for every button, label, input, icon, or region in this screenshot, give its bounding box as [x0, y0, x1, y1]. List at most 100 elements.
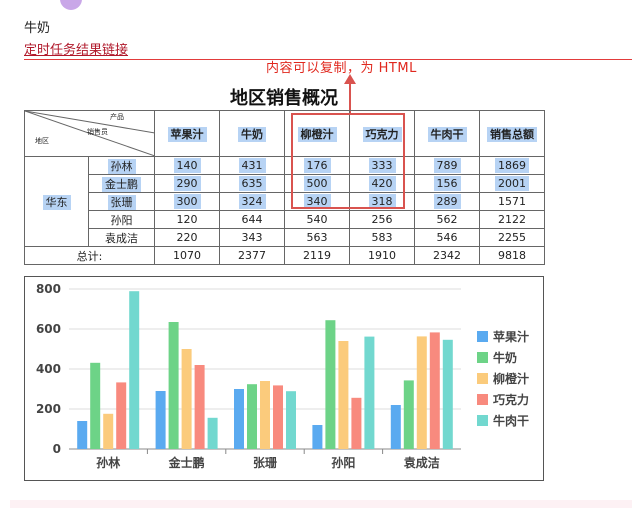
value-cell: 431: [219, 156, 285, 175]
total-cell: 9818: [479, 246, 545, 265]
x-tick-label: 孙阳: [331, 455, 355, 470]
salesperson-cell: 孙阳: [88, 210, 155, 229]
value-cell: 318: [349, 192, 415, 211]
bar: [390, 405, 401, 449]
value-cell: 156: [414, 174, 480, 193]
table-row: 华东 孙林 140 431 176 333 789 1869: [24, 156, 545, 247]
value-cell: 2122: [479, 210, 545, 229]
value-cell: 333: [349, 156, 415, 175]
value-cell: 2255: [479, 228, 545, 247]
bar: [181, 349, 192, 449]
table-row: 孙阳 120 644 540 256 562 2122: [25, 210, 545, 229]
value-cell: 140: [154, 156, 220, 175]
total-cell: 2377: [219, 246, 285, 265]
corner-area-label: 地区: [35, 137, 49, 145]
column-header: 牛肉干: [414, 110, 480, 157]
value-cell: 420: [349, 174, 415, 193]
divider: [24, 59, 632, 60]
value-cell: 343: [219, 228, 285, 247]
value-cell: 256: [349, 210, 415, 229]
column-header: 柳橙汁: [284, 110, 350, 157]
total-row: 总计: 1070 2377 2119 1910 2342 9818: [24, 246, 545, 265]
legend-label: 牛奶: [493, 350, 517, 365]
value-cell: 635: [219, 174, 285, 193]
total-cell: 2119: [284, 246, 350, 265]
table-header-row: 产品 销售员 地区 苹果汁 牛奶 柳橙汁 巧克力 牛肉干 销售总额: [24, 110, 545, 157]
value-cell: 562: [414, 210, 480, 229]
legend-swatch: [477, 331, 488, 342]
bar: [168, 322, 179, 449]
annotation-text: 内容可以复制，为 HTML: [266, 61, 417, 76]
x-tick-label: 金士鹏: [168, 455, 205, 470]
y-tick-label: 400: [36, 362, 61, 376]
page-title: 牛奶: [24, 21, 51, 36]
bar: [403, 380, 414, 449]
bar: [273, 385, 283, 449]
value-cell: 289: [414, 192, 480, 211]
bar: [207, 417, 218, 449]
value-cell: 290: [154, 174, 220, 193]
salesperson-cell: 张珊: [88, 192, 155, 211]
x-tick-label: 孙林: [96, 455, 120, 470]
salesperson-cell: 金士鹏: [88, 174, 155, 193]
bar: [338, 341, 349, 449]
value-cell: 789: [414, 156, 480, 175]
bar: [129, 291, 140, 449]
value-cell: 324: [219, 192, 285, 211]
legend-label: 巧克力: [493, 392, 529, 407]
sales-table: 产品 销售员 地区 苹果汁 牛奶 柳橙汁 巧克力 牛肉干 销售总额 华东 孙林 …: [24, 110, 545, 265]
bar: [247, 384, 257, 449]
corner-salesperson-label: 销售员: [87, 128, 108, 136]
value-cell: 583: [349, 228, 415, 247]
value-cell: 540: [284, 210, 350, 229]
bar: [351, 397, 362, 449]
x-tick-label: 袁成洁: [403, 455, 440, 470]
bar: [260, 381, 270, 449]
corner-diagonal-lines: [25, 111, 155, 156]
bar: [116, 382, 127, 449]
task-result-link[interactable]: 定时任务结果链接: [24, 43, 129, 58]
legend-label: 苹果汁: [493, 329, 529, 344]
value-cell: 300: [154, 192, 220, 211]
y-tick-label: 200: [36, 402, 61, 416]
legend-swatch: [477, 352, 488, 363]
bar: [442, 339, 453, 449]
corner-header-cell: 产品 销售员 地区: [24, 110, 155, 157]
value-cell: 120: [154, 210, 220, 229]
value-cell: 644: [219, 210, 285, 229]
total-cell: 1910: [349, 246, 415, 265]
bar: [90, 362, 101, 449]
bar: [103, 413, 114, 449]
region-cell: 华东: [24, 156, 89, 247]
column-header: 销售总额: [479, 110, 545, 157]
column-header: 苹果汁: [154, 110, 220, 157]
total-cell: 2342: [414, 246, 480, 265]
bottom-strip: [10, 500, 632, 508]
y-tick-label: 600: [36, 322, 61, 336]
report-title: 地区销售概况: [230, 88, 338, 109]
chart-container: 0 200 400 600 800 孙林 金士鹏 张珊 孙阳 袁成洁 苹果汁 牛奶 柳橙汁 巧克力 牛肉干: [24, 276, 544, 481]
value-cell: 2001: [479, 174, 545, 193]
avatar: [60, 0, 82, 10]
annotation-arrow-icon: [344, 74, 356, 114]
y-tick-label: 0: [53, 442, 61, 456]
legend-swatch: [477, 394, 488, 405]
legend-swatch: [477, 373, 488, 384]
value-cell: 563: [284, 228, 350, 247]
bar: [286, 391, 296, 449]
highlight-box: [291, 113, 405, 209]
bar: [77, 421, 88, 449]
value-cell: 1869: [479, 156, 545, 175]
bar: [429, 332, 440, 449]
legend-label: 牛肉干: [493, 413, 529, 428]
bar: [312, 425, 323, 449]
total-label: 总计:: [24, 246, 155, 265]
value-cell: 1571: [479, 192, 545, 211]
legend-swatch: [477, 415, 488, 426]
bar: [416, 336, 427, 449]
bar: [155, 391, 166, 449]
table-row: 袁成洁 220 343 563 583 546 2255: [25, 228, 545, 247]
value-cell: 220: [154, 228, 220, 247]
bar: [194, 365, 205, 449]
